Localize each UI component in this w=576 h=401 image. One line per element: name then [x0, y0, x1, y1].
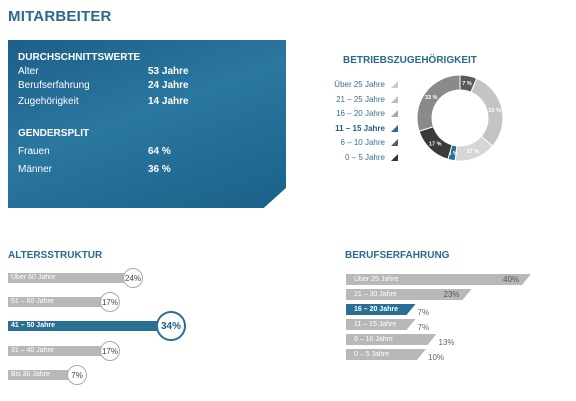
- summary-heading: DURCHSCHNITTSWERTE: [18, 52, 141, 63]
- gender-label: Männer: [18, 164, 52, 175]
- experience-bar-ber-25-jahre: [346, 274, 531, 285]
- summary-value: 24 Jahre: [148, 80, 189, 91]
- experience-bar-label: 0 – 5 Jahre: [354, 351, 390, 358]
- legend-item-ber-25-jahre: Über 25 Jahre: [334, 80, 385, 89]
- age-value-badge: 17%: [100, 292, 120, 312]
- legend-marker-11-15-jahre: [391, 124, 398, 132]
- summary-value: 14 Jahre: [148, 96, 189, 107]
- legend-marker-0-5-jahre: [391, 153, 398, 161]
- age-bar-41-50-jahre: [8, 321, 158, 331]
- age-bar-ber-60-jahre: [8, 273, 126, 283]
- experience-bar-label: Über 25 Jahre: [354, 276, 399, 283]
- summary-label: Alter: [18, 66, 39, 77]
- experience-bar-0-5-jahre: [346, 349, 426, 360]
- tenure-title: BETRIEBSZUGEHÖRIGKEIT: [343, 55, 477, 66]
- legend-marker-16-20-jahre: [391, 110, 398, 117]
- legend-marker-21-25-jahre: [391, 95, 398, 103]
- donut-label-21-25-jahre: 33 %: [425, 95, 438, 101]
- age-bar-31-40-jahre: [8, 346, 102, 356]
- age-bar-label: 41 – 50 Jahre: [11, 322, 55, 329]
- experience-bar-16-20-jahre: [346, 304, 416, 315]
- gender-label: Frauen: [18, 146, 50, 157]
- legend-item-6-10-jahre: 6 – 10 Jahre: [340, 138, 385, 147]
- donut-label-0-5-jahre: 33 %: [488, 108, 501, 114]
- experience-bar-label: 11 – 15 Jahre: [354, 321, 397, 328]
- age-bar-label: 51 – 60 Jahre: [11, 298, 54, 305]
- experience-value-label: 13%: [438, 338, 455, 347]
- experience-bar-label: 16 – 20 Jahre: [354, 306, 398, 313]
- gender-value: 64 %: [148, 146, 171, 157]
- donut-label-16-20-jahre: 17 %: [429, 141, 442, 147]
- experience-bar-21-30-jahre: [346, 289, 472, 300]
- donut-slice-21-25-jahre: [416, 74, 461, 132]
- donut-label-6-10-jahre: 17 %: [467, 149, 480, 155]
- donut-label-ber-25-jahre: 7 %: [462, 81, 472, 87]
- legend-item-0-5-jahre: 0 – 5 Jahre: [344, 152, 385, 162]
- experience-bar-label: 21 – 30 Jahre: [354, 291, 397, 298]
- age-structure-title: ALTERSSTRUKTUR: [8, 250, 103, 261]
- experience-bar-6-10-jahre: [346, 334, 437, 345]
- experience-bar-label: 6 – 10 Jahre: [354, 336, 393, 343]
- legend-item-16-20-jahre: 16 – 20 Jahre: [336, 109, 385, 118]
- legend-item-21-25-jahre: 21 – 25 Jahre: [336, 94, 385, 104]
- legend-marker-ber-25-jahre: [391, 81, 398, 88]
- experience-bar-11-15-jahre: [346, 319, 416, 330]
- age-bar-51-60-jahre: [8, 297, 102, 307]
- experience-value-label: 7%: [417, 308, 430, 317]
- gender-value: 36 %: [148, 164, 171, 175]
- donut-label-11-15-jahre: 3 %: [448, 151, 458, 157]
- age-value-badge: 24%: [123, 268, 144, 288]
- age-bar-label: Bis 30 Jahre: [11, 371, 50, 378]
- experience-value-label: 40%: [503, 275, 520, 284]
- gender-heading: GENDERSPLIT: [18, 128, 90, 139]
- age-bar-bis-30-jahre: [8, 370, 70, 380]
- summary-value: 53 Jahre: [148, 66, 189, 77]
- experience-value-label: 10%: [428, 353, 445, 362]
- experience-value-label: 7%: [417, 323, 430, 332]
- tenure-donut-chart: 7 % 33 % 17 % 3 % 17 % 33 %: [416, 74, 504, 162]
- experience-title: BERUFSERFAHRUNG: [345, 250, 450, 261]
- summary-panel: DURCHSCHNITTSWERTE Alter 53 Jahre Berufs…: [8, 40, 286, 208]
- age-value-badge: 34%: [156, 311, 186, 341]
- age-bar-label: Über 60 Jahre: [11, 274, 56, 281]
- page-title: MITARBEITER: [8, 8, 112, 25]
- legend-marker-6-10-jahre: [391, 139, 398, 146]
- age-value-badge: 17%: [100, 341, 120, 361]
- experience-value-label: 23%: [443, 290, 460, 299]
- age-bar-label: 31 – 40 Jahre: [11, 347, 54, 354]
- age-value-badge: 7%: [67, 365, 88, 385]
- legend-item-11-15-jahre: 11 – 15 Jahre: [335, 123, 385, 133]
- summary-label: Zugehörigkeit: [18, 96, 79, 107]
- summary-label: Berufserfahrung: [18, 80, 90, 91]
